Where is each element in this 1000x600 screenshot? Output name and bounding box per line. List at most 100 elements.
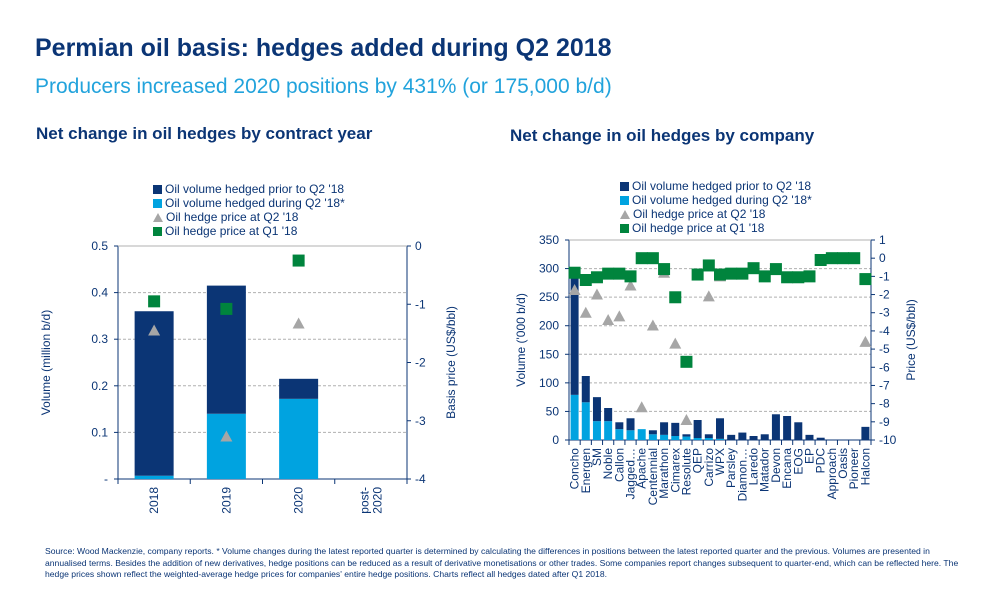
category-label: WPX xyxy=(713,448,727,475)
bar-prior xyxy=(805,434,814,440)
bar-prior xyxy=(279,378,319,399)
bar-during xyxy=(206,413,246,479)
category-label: Diamon… xyxy=(735,448,749,501)
bar-during xyxy=(134,475,174,479)
legend-label: Oil volume hedged prior to Q2 '18 xyxy=(632,179,812,193)
legend-swatch xyxy=(620,195,629,205)
category-label: 2020 xyxy=(370,487,384,514)
legend-label: Oil hedge price at Q1 '18 xyxy=(632,221,765,235)
y2-tick-label: -3 xyxy=(879,306,890,320)
bar-prior xyxy=(716,418,724,439)
marker-price-q2 xyxy=(613,310,626,322)
category-label: Energen xyxy=(579,448,593,493)
category-label: 2018 xyxy=(147,487,161,514)
marker-price-q1 xyxy=(725,267,738,280)
category-label: Oasis xyxy=(836,448,850,479)
y2-tick-label: -2 xyxy=(415,356,426,370)
category-label: Marathon xyxy=(657,448,671,499)
legend-swatch xyxy=(620,223,629,233)
bar-prior xyxy=(671,422,680,436)
y-tick-label: - xyxy=(104,472,108,486)
marker-price-q1 xyxy=(859,273,872,286)
y2-tick-label: -1 xyxy=(415,297,426,311)
y-tick-label: 200 xyxy=(539,319,559,333)
marker-price-q2 xyxy=(602,314,615,325)
y-tick-label: 300 xyxy=(539,262,559,276)
y2-tick-label: -10 xyxy=(879,433,897,447)
y-tick-label: 350 xyxy=(539,233,559,247)
y2-axis-title: Basis price (US$/bbl) xyxy=(444,306,458,419)
legend-label: Oil volume hedged prior to Q2 '18 xyxy=(165,182,345,196)
bar-prior xyxy=(682,434,691,437)
bar-prior xyxy=(861,426,870,440)
triangle-icon xyxy=(153,212,163,222)
category-label: PDC xyxy=(814,448,828,474)
legend-label: Oil volume hedged during Q2 '18* xyxy=(632,193,812,207)
category-label: Encana xyxy=(780,448,794,489)
y-tick-label: 0.2 xyxy=(91,379,108,393)
marker-price-q1 xyxy=(669,291,682,304)
y2-tick-label: -7 xyxy=(879,378,890,392)
marker-price-q1 xyxy=(579,274,592,286)
marker-price-q1 xyxy=(613,267,626,280)
category-label: Callon xyxy=(612,448,626,482)
chart-title-year: Net change in oil hedges by contract yea… xyxy=(36,124,373,143)
y2-tick-label: 1 xyxy=(879,233,886,247)
y2-tick-label: -8 xyxy=(879,397,890,411)
marker-price-q2 xyxy=(590,288,603,300)
marker-price-q1 xyxy=(825,252,838,265)
legend-company: Oil volume hedged prior to Q2 '18 Oil vo… xyxy=(620,179,812,235)
y-axis-title: Volume (million b/d) xyxy=(39,310,53,415)
legend-swatch xyxy=(620,181,629,191)
category-label: 2020 xyxy=(292,487,306,514)
marker-price-q1 xyxy=(747,262,760,275)
legend-item-price-q1: Oil hedge price at Q1 '18 xyxy=(620,221,812,235)
bar-prior xyxy=(626,418,635,431)
category-label: Carrizo xyxy=(702,448,716,487)
bar-prior xyxy=(693,420,702,438)
category-label: Parsley xyxy=(724,448,738,488)
y-tick-label: 100 xyxy=(539,376,559,390)
category-label: SM xyxy=(590,448,604,466)
legend-item-price-q1: Oil hedge price at Q1 '18 xyxy=(153,224,345,238)
marker-price-q1 xyxy=(736,267,749,280)
category-label: Laredo xyxy=(747,448,761,486)
marker-price-q1 xyxy=(714,268,726,281)
marker-price-q1 xyxy=(803,270,816,283)
marker-price-q1 xyxy=(590,271,603,284)
marker-price-q2 xyxy=(646,319,659,331)
legend-swatch xyxy=(153,184,162,194)
marker-price-q1 xyxy=(568,266,581,279)
marker-price-q2 xyxy=(702,290,715,302)
page-title: Permian oil basis: hedges added during Q… xyxy=(35,34,612,62)
bar-prior xyxy=(760,434,769,440)
category-label: Apache xyxy=(635,448,649,489)
legend-label: Oil volume hedged during Q2 '18* xyxy=(165,196,345,210)
bar-during xyxy=(581,402,590,440)
bar-prior xyxy=(660,422,669,435)
legend-item-during: Oil volume hedged during Q2 '18* xyxy=(620,193,812,207)
chart-title-company: Net change in oil hedges by company xyxy=(510,126,815,145)
bar-during xyxy=(660,434,669,440)
marker-price-q2 xyxy=(220,430,233,442)
bar-prior xyxy=(738,432,747,440)
bar-prior xyxy=(783,416,792,440)
marker-price-q2 xyxy=(624,279,637,291)
bar-prior xyxy=(771,414,780,440)
category-label: Cimarex xyxy=(668,448,682,493)
footnote: Source: Wood Mackenzie, company reports.… xyxy=(45,546,959,579)
bar-prior xyxy=(134,311,174,476)
bar-prior xyxy=(648,430,657,435)
y-tick-label: 50 xyxy=(546,404,560,418)
category-label: EOG xyxy=(791,448,805,475)
y2-tick-label: -4 xyxy=(415,472,426,486)
category-label: QEP xyxy=(691,448,705,473)
category-label: Concho xyxy=(568,448,582,490)
y-tick-label: 150 xyxy=(539,347,559,361)
bar-prior xyxy=(727,434,736,440)
category-label: EP xyxy=(802,448,816,464)
marker-price-q1 xyxy=(220,302,233,315)
marker-price-q1 xyxy=(624,270,637,283)
bar-during xyxy=(671,436,680,440)
